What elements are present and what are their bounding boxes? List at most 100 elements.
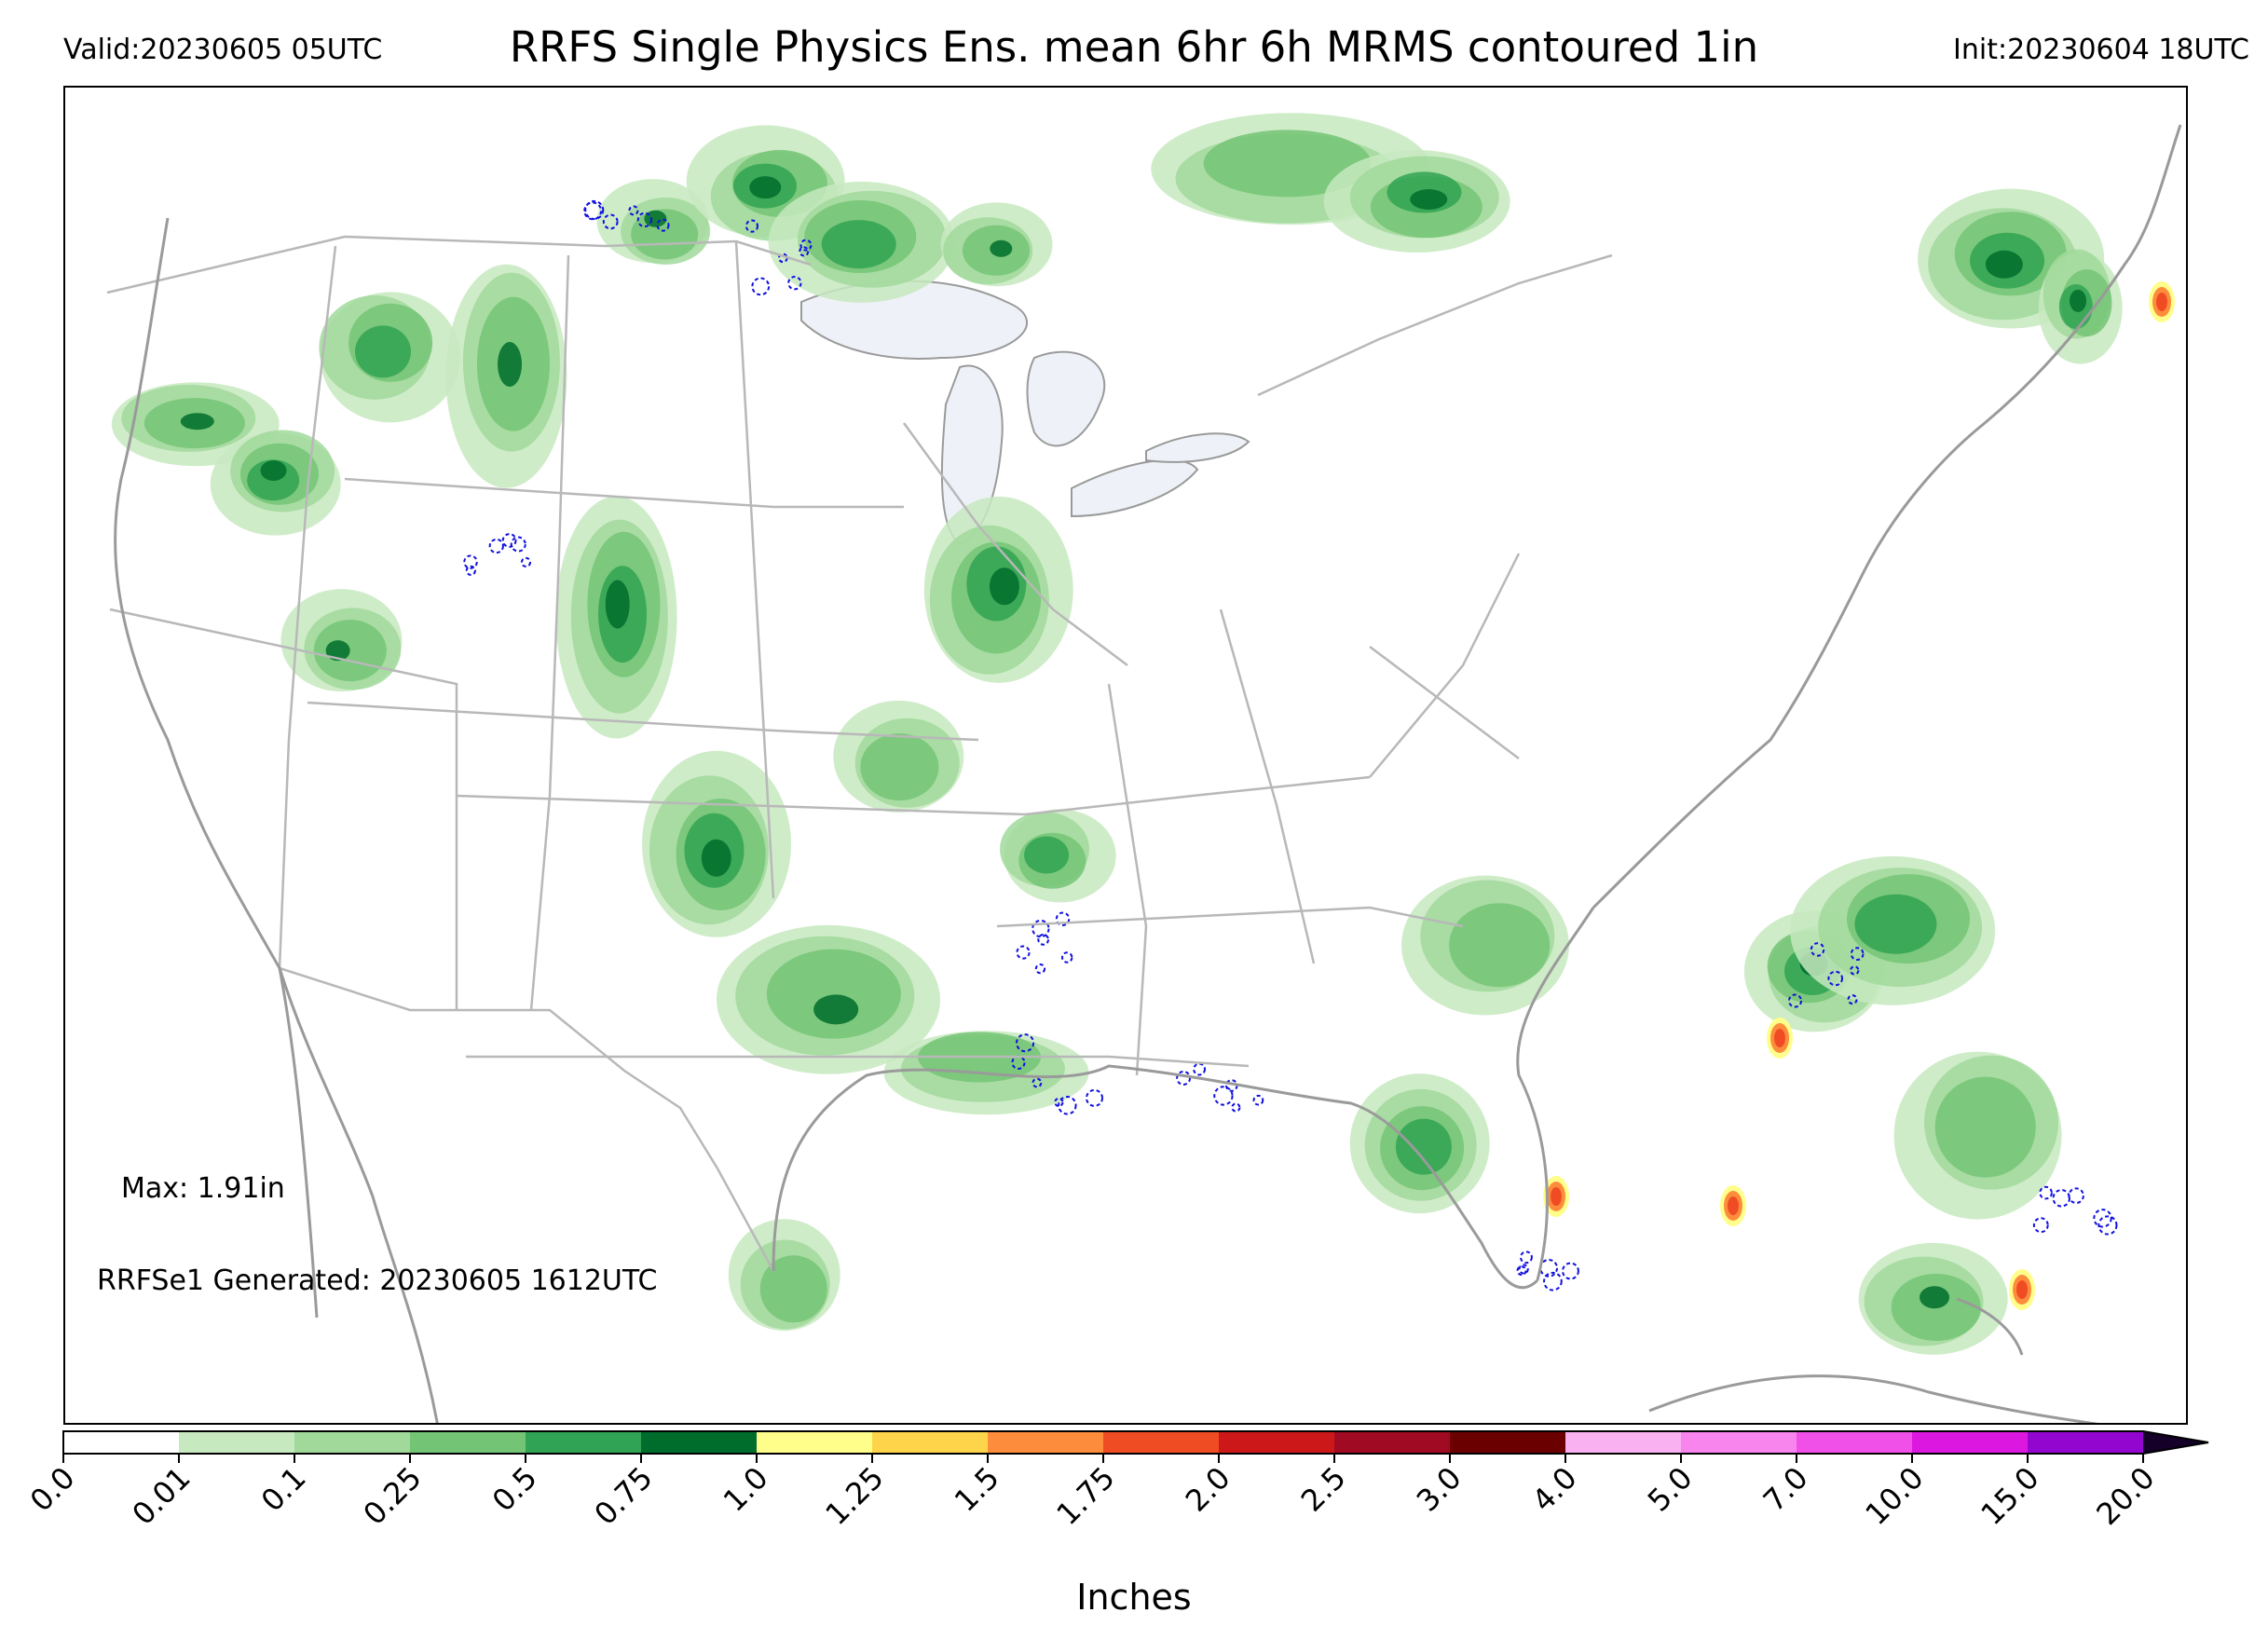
precip-patch [1449,903,1551,988]
mrms-contour [628,205,639,216]
colorbar-swatch [1797,1431,1913,1454]
precip-patch [180,413,214,430]
max-value-note: Max: 1.91in [121,1172,285,1205]
map-canvas [106,113,2182,1423]
atlantic-coast [1592,124,2182,909]
precip-patch [701,839,731,877]
colorbar-label: Inches [1076,1577,1192,1618]
chart-title: RRFS Single Physics Ens. mean 6hr 6h MRM… [509,22,1759,72]
colorbar-tick-label: 0.75 [587,1460,659,1532]
lake-erie [1071,458,1199,518]
precip-patch [749,176,782,199]
precip-patch [1854,894,1937,954]
colorbar-tick-label: 1.0 [717,1460,775,1519]
mrms-contour [463,554,478,569]
mrms-contour [799,246,810,257]
colorbar-tick-label: 1.25 [818,1460,890,1532]
generated-note: RRFSe1 Generated: 20230605 1612UTC [97,1264,658,1297]
state-boundaries [106,235,1613,1272]
mrms-contour [584,199,605,220]
colorbar-tick-label: 0.1 [254,1460,313,1519]
colorbar-tick-label: 0.0 [23,1460,82,1519]
mexico-border [279,966,775,1272]
mrms-contour [1252,1094,1264,1106]
precip-patch [1203,130,1372,198]
line-h [466,1055,1250,1068]
mrms-contour [510,536,526,553]
precip-patch [1985,250,2023,279]
mrms-contour [1058,1096,1077,1115]
precip-map[interactable] [63,86,2188,1425]
colorbar-tick-label: 20.0 [2089,1460,2161,1532]
lake-ontario [1145,432,1250,463]
colorbar-tick-label: 0.5 [485,1460,544,1519]
mrms-contour [1539,1258,1559,1278]
mrms-contour [583,201,603,221]
mrms-contour [1850,965,1860,976]
northeast-border [1257,253,1613,397]
canada-border [106,235,812,294]
mrms-contour [636,212,653,228]
gulf-coast [772,1064,1539,1290]
colorbar-tick-label: 5.0 [1641,1460,1700,1519]
colorbar-tick-label: 1.75 [1049,1460,1121,1532]
precip-patch [860,733,939,801]
mrms-contour [1562,1262,1579,1280]
precip-patch [325,640,350,662]
colorbar-swatch [526,1431,642,1454]
florida-east [1516,907,1595,1281]
colorbar-tick-label: 2.5 [1294,1460,1353,1519]
colorbar-tick-label: 3.0 [1410,1460,1469,1519]
precip-patch [260,460,287,482]
mrms-contour [2068,1187,2084,1204]
colorbar-outline [62,1430,2209,1455]
precip-patch [989,567,1019,606]
colorbar-tick-label: 0.25 [356,1460,428,1532]
precip-core [1551,1187,1562,1206]
bahamas [1956,1297,2024,1356]
colorbar-tick-label: 0.01 [125,1460,197,1532]
colorbar-swatch [988,1431,1104,1454]
colorbar-swatch [410,1431,526,1454]
precip-patch [1920,1286,1950,1309]
mrms-contour [1827,970,1844,987]
lake-huron [1026,350,1106,447]
baja-coast [278,967,439,1423]
mrms-contour [787,276,802,291]
colorbar-swatch [1450,1431,1566,1454]
precip-field [111,113,2175,1355]
mrms-contour [1193,1062,1207,1076]
precip-patch [990,239,1013,257]
line-m [1219,608,1316,964]
precip-patch [766,949,901,1039]
mrms-contour [1810,942,1825,957]
colorbar-extend-arrow [2143,1431,2208,1454]
colorbar-swatch [1103,1431,1220,1454]
mrms-contour [1032,1077,1043,1088]
colorbar-ticks: 0.0 0.01 0.1 0.25 0.5 0.75 1.0 1.25 1.5 1.75 2.0 2.… [23,1454,2162,1532]
mrms-contour [1516,1265,1527,1277]
mrms-contour [1850,947,1865,962]
mrms-contour [1086,1088,1104,1107]
line-c [529,254,570,1011]
precip-patch [498,342,523,388]
mrms-contour [501,533,517,548]
mrms-contour [1054,1097,1064,1108]
mrms-contour [520,556,532,567]
mrms-contour [745,219,759,233]
precip-patch [605,580,630,629]
line-b [278,245,337,969]
mrms-contour [1060,951,1073,964]
precip-patch [1024,836,1070,874]
init-time: Init:20230604 18UTC [1953,34,2249,66]
precip-patch [1934,1076,2036,1178]
line-k [1107,683,1148,1076]
precip-core [1728,1196,1739,1215]
line-l [996,906,1464,928]
colorbar-swatch [1219,1431,1335,1454]
precip-patch [2070,289,2087,312]
mrms-contour [1519,1250,1533,1264]
mrms-contour [751,277,771,296]
mrms-contour [1055,911,1071,926]
mrms-contour [1213,1086,1234,1106]
